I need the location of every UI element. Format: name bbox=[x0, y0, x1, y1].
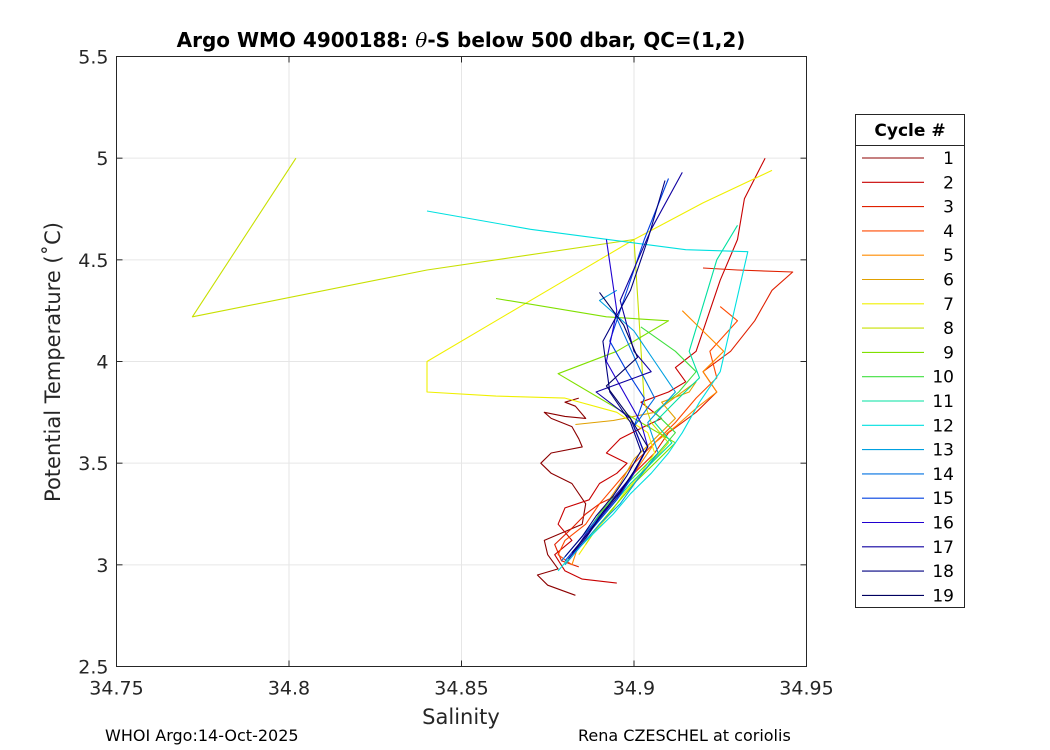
footer-left: WHOI Argo:14-Oct-2025 bbox=[105, 726, 299, 745]
legend-label: 11 bbox=[932, 392, 954, 412]
legend-label: 8 bbox=[943, 319, 954, 339]
y-tick-label: 4.5 bbox=[78, 250, 108, 272]
y-tick-label: 3.5 bbox=[78, 453, 108, 475]
legend-box bbox=[855, 114, 965, 608]
legend-label: 14 bbox=[932, 465, 954, 485]
legend-label: 16 bbox=[932, 514, 954, 534]
footer-right: Rena CZESCHEL at coriolis bbox=[578, 726, 791, 745]
legend-title: Cycle # bbox=[874, 121, 945, 141]
series-line-cycle-3 bbox=[554, 267, 794, 568]
series-line-cycle-12 bbox=[426, 210, 749, 572]
legend-label: 6 bbox=[943, 271, 954, 291]
legend-label: 10 bbox=[932, 368, 954, 388]
x-tick-label: 34.9 bbox=[613, 678, 655, 700]
legend-label: 9 bbox=[943, 343, 954, 363]
series-line-cycle-19 bbox=[571, 292, 649, 553]
legend-label: 15 bbox=[932, 489, 954, 509]
legend-label: 7 bbox=[943, 295, 954, 315]
legend-label: 5 bbox=[943, 246, 954, 266]
x-tick-label: 34.95 bbox=[779, 678, 833, 700]
series-layer bbox=[191, 157, 794, 596]
chart-title: Argo WMO 4900188: θ-S below 500 dbar, QC… bbox=[177, 28, 746, 52]
x-ticks: 34.75 34.8 34.85 34.9 34.95 bbox=[89, 56, 834, 700]
legend-label: 13 bbox=[932, 441, 954, 461]
y-ticks: 2.5 3 3.5 4 4.5 5 5.5 bbox=[78, 47, 807, 679]
y-tick-label: 5.5 bbox=[78, 47, 108, 69]
series-line-cycle-18 bbox=[564, 180, 666, 558]
grid bbox=[116, 56, 807, 667]
legend-label: 3 bbox=[943, 198, 954, 218]
legend-label: 19 bbox=[932, 586, 954, 606]
y-tick-label: 3 bbox=[96, 555, 108, 577]
y-tick-label: 4 bbox=[96, 352, 108, 374]
legend-label: 2 bbox=[943, 173, 954, 193]
legend-label: 1 bbox=[943, 149, 954, 169]
legend-label: 18 bbox=[932, 562, 954, 582]
x-axis-label: Salinity bbox=[422, 705, 500, 729]
legend-label: 12 bbox=[932, 416, 954, 436]
legend-label: 4 bbox=[943, 222, 954, 242]
x-tick-label: 34.8 bbox=[268, 678, 310, 700]
series-line-cycle-2 bbox=[554, 157, 766, 584]
y-tick-label: 5 bbox=[96, 148, 108, 170]
y-tick-label: 2.5 bbox=[78, 657, 108, 679]
x-tick-label: 34.85 bbox=[434, 678, 488, 700]
series-line-cycle-1 bbox=[536, 397, 587, 596]
x-tick-label: 34.75 bbox=[89, 678, 143, 700]
series-line-cycle-10 bbox=[585, 326, 697, 535]
series-line-cycle-13 bbox=[564, 289, 676, 566]
legend-label: 17 bbox=[932, 538, 954, 558]
y-axis-label: Potential Temperature (˚C) bbox=[41, 222, 65, 502]
